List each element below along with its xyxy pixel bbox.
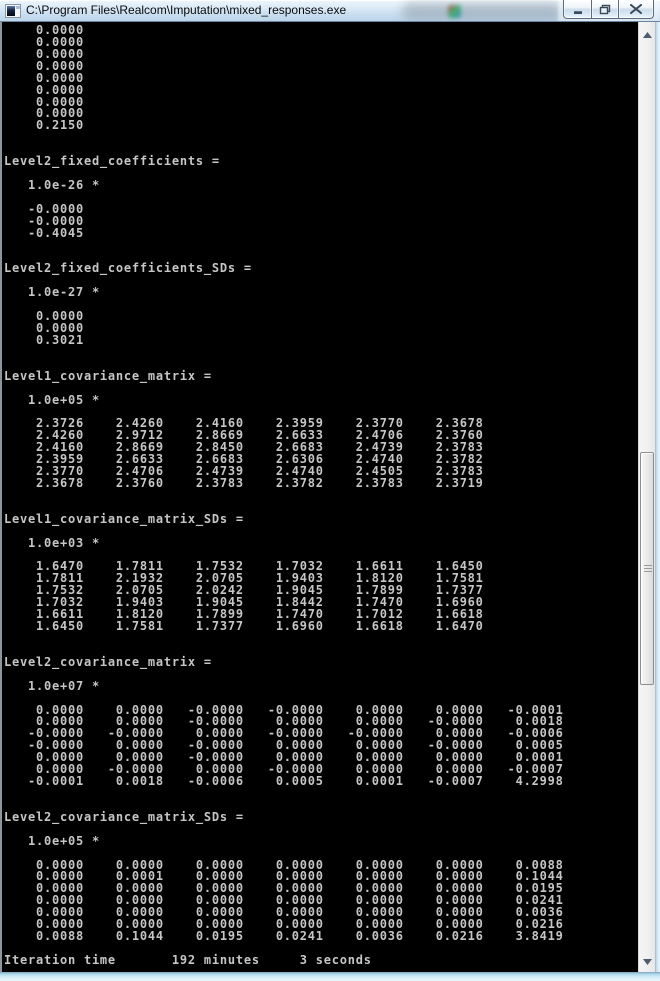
background-window-icon-blur — [448, 5, 461, 18]
close-button[interactable] — [618, 0, 654, 19]
close-icon — [630, 4, 642, 14]
console-output: 0.0000 0.0000 0.0000 0.0000 0.0000 0.000… — [4, 23, 564, 967]
console-viewport: 0.0000 0.0000 0.0000 0.0000 0.0000 0.000… — [0, 22, 638, 972]
minimize-icon — [573, 5, 583, 14]
scrollbar-thumb[interactable] — [640, 452, 654, 685]
caption-buttons — [563, 0, 654, 19]
title-bar[interactable]: C:\Program Files\Realcom\Imputation\mixe… — [0, 0, 660, 22]
window-title: C:\Program Files\Realcom\Imputation\mixe… — [26, 3, 347, 17]
arrow-down-icon — [643, 952, 652, 970]
minimize-button[interactable] — [563, 0, 592, 19]
background-window-blur — [402, 3, 562, 20]
scrollbar-grip-icon — [644, 564, 652, 573]
scroll-up-button[interactable] — [639, 25, 656, 42]
vertical-scrollbar[interactable] — [638, 22, 655, 972]
console-window-icon[interactable] — [5, 4, 21, 18]
window-bottom-border — [0, 972, 660, 981]
scroll-down-button[interactable] — [639, 952, 656, 969]
restore-icon — [599, 4, 611, 15]
window-right-border — [655, 22, 660, 972]
restore-button[interactable] — [591, 0, 619, 19]
arrow-up-icon — [643, 25, 652, 43]
